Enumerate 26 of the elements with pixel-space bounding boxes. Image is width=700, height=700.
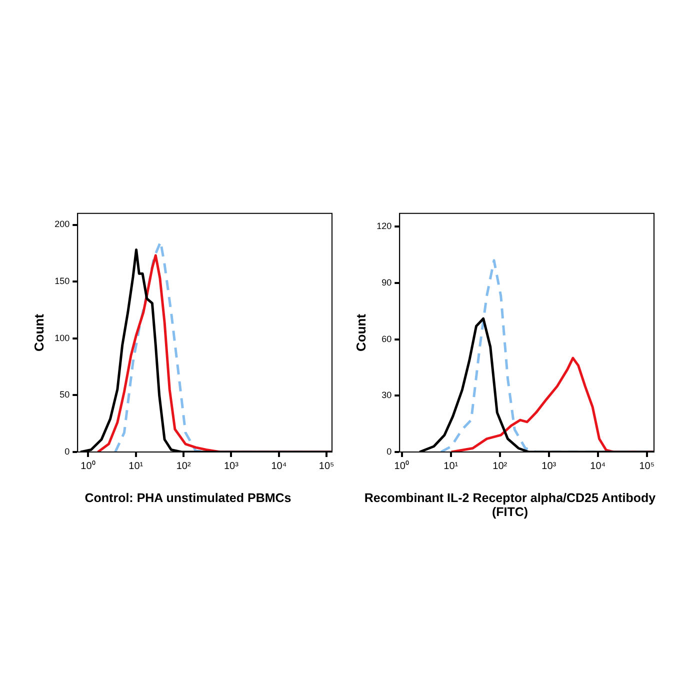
x-tick-label: 10³ xyxy=(224,460,240,472)
y-tick-label: 120 xyxy=(376,221,392,232)
x-axis-title: Recombinant IL-2 Receptor alpha/CD25 Antibody (FITC) xyxy=(363,491,657,519)
y-tick-label: 60 xyxy=(382,334,392,344)
x-tick-label: 10² xyxy=(176,460,192,472)
x-tick-label: 10⁴ xyxy=(590,460,606,472)
y-tick-label: 50 xyxy=(60,390,70,400)
x-tick-label: 10¹ xyxy=(128,460,144,472)
y-tick-label: 100 xyxy=(54,332,70,343)
y-tick-label: 0 xyxy=(64,446,70,456)
y-tick-label: 200 xyxy=(54,219,70,230)
y-tick-label: 150 xyxy=(54,276,70,286)
y-tick-label: 0 xyxy=(386,446,392,456)
y-axis-title: Count xyxy=(353,313,368,352)
y-tick-label: 30 xyxy=(382,390,392,400)
x-tick-label: 10⁰ xyxy=(394,460,410,472)
x-tick-label: 10⁰ xyxy=(80,460,96,472)
x-axis-title: Control: PHA unstimulated PBMCs xyxy=(84,491,292,505)
x-tick-label: 10⁵ xyxy=(318,460,334,472)
x-tick-label: 10⁴ xyxy=(271,460,287,472)
x-tick-label: 10³ xyxy=(542,460,557,472)
x-tick-label: 10¹ xyxy=(444,460,459,472)
y-tick-label: 90 xyxy=(382,277,392,288)
x-tick-label: 10² xyxy=(492,460,508,472)
y-axis-title: Count xyxy=(31,313,46,352)
x-tick-label: 10⁵ xyxy=(639,460,654,472)
